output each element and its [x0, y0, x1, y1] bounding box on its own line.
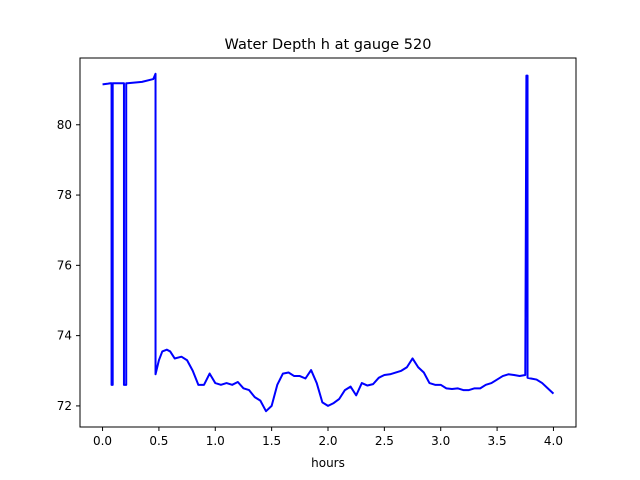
- y-tick-label: 78: [57, 188, 72, 202]
- x-tick-label: 4.0: [544, 434, 563, 448]
- y-tick-label: 74: [57, 329, 72, 343]
- series-line-water-depth: [102, 72, 555, 413]
- x-tick-label: 2.5: [375, 434, 394, 448]
- y-tick-label: 80: [57, 118, 72, 132]
- x-tick-label: 1.0: [206, 434, 225, 448]
- x-tick-label: 3.5: [488, 434, 507, 448]
- y-tick-label: 76: [57, 258, 72, 272]
- y-tick-label: 72: [57, 399, 72, 413]
- x-tick-label: 0.5: [149, 434, 168, 448]
- plot-frame: [79, 57, 577, 428]
- x-tick-label: 3.0: [431, 434, 450, 448]
- y-axis: 72 74 76 78 80: [57, 118, 80, 413]
- x-tick-label: 2.0: [318, 434, 337, 448]
- x-axis-label: hours: [311, 456, 345, 470]
- chart-title: Water Depth h at gauge 520: [225, 37, 432, 53]
- x-axis: 0.0 0.5 1.0 1.5 2.0 2.5 3.0 3.5 4.0: [93, 427, 563, 448]
- x-tick-label: 1.5: [262, 434, 281, 448]
- x-tick-label: 0.0: [93, 434, 112, 448]
